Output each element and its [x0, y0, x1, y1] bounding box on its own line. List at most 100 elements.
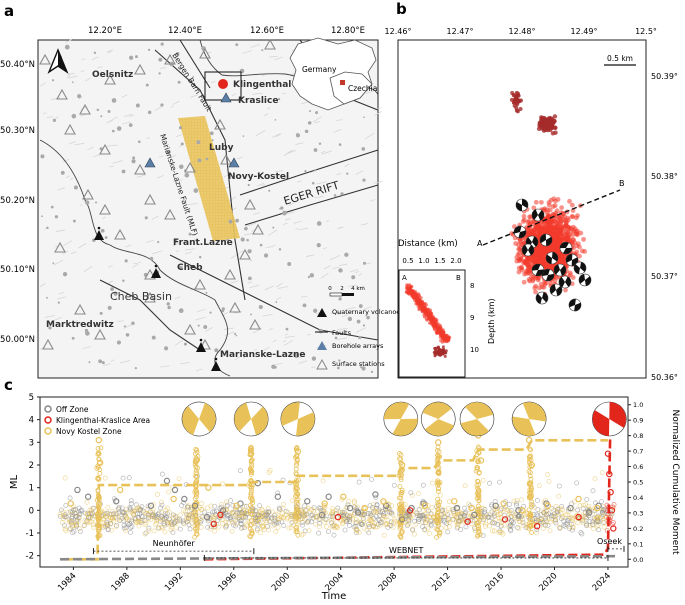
swarm-marker — [526, 507, 532, 513]
data-point — [515, 507, 522, 514]
surface-station-icon — [54, 241, 66, 253]
b-lon-tick: 12.46° — [385, 27, 412, 36]
relief-stroke — [185, 248, 196, 251]
surface-stations — [39, 38, 306, 350]
legend-marker-klingenthal — [44, 416, 52, 424]
swarm-marker — [397, 533, 403, 538]
event-marker — [590, 488, 596, 494]
swarm-marker — [398, 507, 404, 513]
relief-stroke — [78, 242, 87, 249]
surface-station-icon — [199, 47, 211, 59]
swarm-marker — [436, 469, 442, 475]
b-lon-tick: 12.5° — [635, 27, 657, 36]
beachball-quadrant — [560, 242, 569, 249]
event-point — [533, 289, 538, 295]
data-point — [610, 525, 617, 532]
beachball-quadrant — [460, 419, 490, 436]
event-marker — [133, 502, 139, 508]
section-point — [445, 333, 449, 337]
data-point — [321, 500, 328, 507]
place-oelsnitz: Oelsnitz — [92, 70, 133, 80]
event-marker — [590, 519, 595, 525]
swarm-marker — [435, 500, 441, 506]
settlement — [132, 156, 136, 160]
swarm-marker — [398, 492, 404, 498]
settlement — [240, 237, 245, 242]
relief-stroke — [122, 121, 131, 125]
event-marker — [493, 506, 499, 512]
event-marker — [368, 512, 374, 518]
relief-stroke — [170, 154, 177, 159]
event-point — [531, 277, 536, 282]
event-marker — [113, 524, 119, 530]
relief-stroke — [237, 156, 243, 160]
event-marker — [171, 520, 177, 526]
settlement — [125, 333, 130, 337]
event-marker — [340, 509, 345, 515]
settlement — [135, 55, 138, 59]
relief-stroke — [68, 140, 77, 145]
place-novy-kostel: Novy-Kostel — [228, 172, 289, 182]
event-marker — [339, 517, 344, 523]
event-marker — [324, 524, 329, 530]
event-marker — [219, 520, 225, 526]
event-marker — [241, 513, 247, 519]
event-marker — [599, 510, 605, 516]
relief-stroke — [288, 201, 297, 206]
event-marker — [177, 526, 183, 532]
data-point — [74, 486, 81, 494]
event-marker — [548, 519, 554, 525]
beachball-quadrant — [281, 402, 300, 426]
event-marker — [323, 516, 329, 522]
surface-station-icon — [99, 143, 111, 155]
event-marker — [177, 512, 183, 518]
event-point — [531, 205, 537, 211]
swarm-marker — [529, 499, 535, 505]
event-point — [525, 267, 531, 273]
event-point — [540, 222, 546, 228]
relief-stroke — [129, 114, 135, 117]
network-label: Neunhöfer — [153, 539, 196, 548]
event-point — [569, 202, 575, 208]
relief-stroke — [223, 173, 232, 178]
section-point — [408, 283, 412, 287]
relief-stroke — [274, 56, 283, 61]
section-y-tick: 10 — [470, 346, 479, 354]
data-point — [471, 511, 478, 519]
section-point — [407, 290, 411, 294]
relief-stroke — [151, 215, 159, 220]
event-marker — [74, 523, 80, 529]
relief-stroke — [65, 38, 73, 43]
event-marker — [308, 513, 314, 519]
relief-stroke — [137, 261, 142, 264]
beachball-quadrant — [560, 265, 566, 276]
swarm-marker — [397, 484, 403, 490]
settlement — [338, 297, 342, 301]
settlement — [51, 79, 55, 82]
event-marker — [234, 510, 240, 516]
settlement — [131, 159, 136, 164]
settlement — [50, 205, 54, 209]
settlement — [234, 332, 237, 335]
event-marker — [277, 506, 283, 512]
event-marker — [87, 514, 92, 520]
event-marker — [506, 511, 512, 517]
event-marker — [427, 514, 433, 519]
relief-stroke — [74, 142, 85, 146]
beachball-quadrant — [182, 406, 200, 435]
y2-tick-label: 0.2 — [633, 525, 643, 533]
event-marker — [538, 519, 544, 525]
event-marker — [421, 516, 427, 522]
settlement — [72, 219, 76, 223]
data-point — [468, 504, 475, 512]
profile-label-b: B — [619, 179, 625, 188]
legend-marker-off-zone — [44, 405, 52, 413]
relief-stroke — [370, 199, 376, 202]
beachball-quadrant — [383, 402, 410, 420]
event-marker — [256, 512, 262, 518]
relief-stroke — [373, 107, 382, 112]
event-marker — [547, 528, 553, 534]
event-marker — [543, 505, 549, 511]
relief-stroke — [65, 175, 70, 179]
relief-stroke — [272, 133, 281, 138]
